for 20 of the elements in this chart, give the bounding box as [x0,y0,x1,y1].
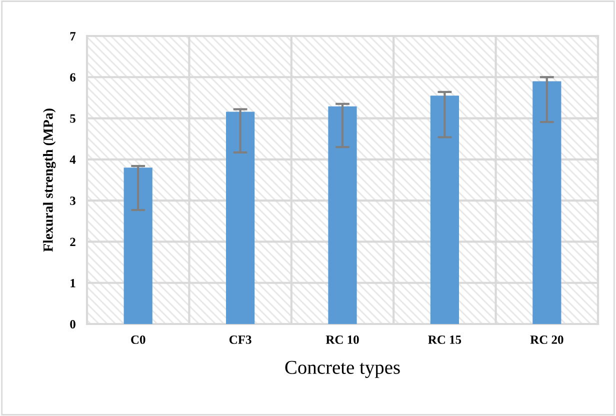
y-tick-label: 5 [70,114,76,123]
bar [124,168,152,324]
y-tick-label: 7 [70,32,76,40]
bar [532,81,562,324]
x-tick-label: RC 20 [530,335,564,344]
y-tick-label: 6 [70,73,76,82]
bar [430,96,460,324]
x-tick-label: RC 10 [326,335,359,344]
bar [328,106,357,324]
x-tick-label: RC 15 [428,336,462,344]
y-tick-label: 0 [70,320,76,328]
x-tick-label: C0 [131,335,146,344]
x-tick-label: CF3 [229,336,252,344]
y-tick-label: 2 [70,238,76,246]
x-axis-title: Concrete types [285,360,400,378]
y-tick-label: 4 [70,156,76,164]
bar [226,112,255,324]
y-axis-title: Flexural strength (MPa) [43,108,56,252]
y-tick-label: 1 [70,278,76,288]
y-tick-label: 3 [70,196,76,206]
